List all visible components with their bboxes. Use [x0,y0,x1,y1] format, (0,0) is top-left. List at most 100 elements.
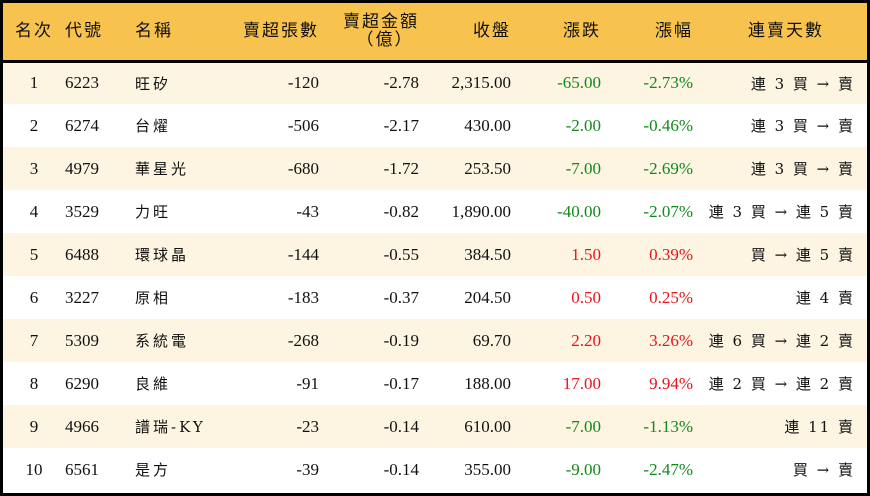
cell-change-pct: -2.47% [643,459,693,479]
table-row[interactable]: 5 6488 環球晶 -144 -0.55 384.50 1.50 0.39% … [3,233,867,276]
cell-name[interactable]: 力旺 [135,203,172,221]
header-change[interactable]: 漲跌 [523,3,613,63]
cell-rank: 2 [29,115,39,135]
cell-rank: 3 [29,158,39,178]
cell-streak: 連 3 買 → 賣 [750,160,855,178]
cell-change: -9.00 [565,459,601,479]
cell-net-sell-lots: -506 [287,115,319,135]
cell-name[interactable]: 旺矽 [135,74,172,93]
cell-close: 1,890.00 [451,201,512,221]
table-row[interactable]: 2 6274 台燿 -506 -2.17 430.00 -2.00 -0.46%… [3,104,867,147]
cell-name[interactable]: 台燿 [135,117,172,135]
header-rank[interactable]: 名次 [3,3,65,63]
cell-code[interactable]: 3529 [65,201,99,221]
table-row[interactable]: 10 6561 是方 -39 -0.14 355.00 -9.00 -2.47%… [3,448,867,491]
cell-close: 430.00 [464,115,511,135]
cell-net-sell-lots: -43 [296,201,319,221]
cell-net-sell-amount: -2.17 [383,115,419,135]
table-header-row: 名次 代號 名稱 賣超張數 賣超金額 （億） 收盤 漲跌 漲幅 連賣天數 [3,3,867,63]
table-row[interactable]: 9 4966 譜瑞-KY -23 -0.14 610.00 -7.00 -1.1… [3,405,867,448]
cell-net-sell-amount: -0.19 [383,330,419,350]
cell-streak: 連 3 買 → 賣 [750,117,855,135]
cell-net-sell-lots: -144 [287,244,319,264]
cell-change: 17.00 [562,373,601,393]
cell-name[interactable]: 華星光 [135,160,190,178]
cell-close: 188.00 [464,373,511,393]
cell-code[interactable]: 6223 [65,73,99,93]
cell-change-pct: -2.07% [643,201,693,221]
cell-close: 2,315.00 [451,73,512,93]
cell-change-pct: -0.46% [643,115,693,135]
cell-change: -7.00 [565,158,601,178]
header-streak[interactable]: 連賣天數 [705,3,867,63]
cell-streak: 連 3 買 → 賣 [750,74,855,93]
table-row[interactable]: 1 6223 旺矽 -120 -2.78 2,315.00 -65.00 -2.… [3,61,867,104]
header-net-sell-lots[interactable]: 賣超張數 [225,3,331,63]
cell-rank: 4 [29,201,39,221]
cell-net-sell-lots: -39 [296,459,319,479]
header-name[interactable]: 名稱 [135,3,225,63]
cell-net-sell-lots: -680 [287,158,319,178]
cell-rank: 8 [29,373,39,393]
cell-rank: 7 [29,330,39,350]
cell-change: -40.00 [557,201,601,221]
cell-change: -65.00 [557,73,601,93]
cell-close: 355.00 [464,459,511,479]
cell-rank: 6 [29,287,39,307]
cell-net-sell-amount: -0.14 [383,459,419,479]
table-row[interactable]: 3 4979 華星光 -680 -1.72 253.50 -7.00 -2.69… [3,147,867,190]
cell-net-sell-amount: -0.14 [383,416,419,436]
cell-streak: 連 3 買 → 連 5 賣 [708,203,855,221]
cell-name[interactable]: 原相 [135,289,172,307]
cell-change-pct: -1.13% [643,416,693,436]
cell-close: 384.50 [464,244,511,264]
cell-net-sell-lots: -268 [287,330,319,350]
cell-change-pct: -2.73% [643,73,693,93]
cell-code[interactable]: 5309 [65,330,99,350]
cell-name[interactable]: 環球晶 [135,246,190,264]
cell-close: 204.50 [464,287,511,307]
cell-streak: 連 2 買 → 連 2 賣 [708,375,855,393]
cell-streak: 買 → 賣 [792,461,855,479]
header-net-sell-amount-line2: （億） [356,30,414,51]
cell-close: 610.00 [464,416,511,436]
cell-net-sell-amount: -0.17 [383,373,419,393]
cell-code[interactable]: 6488 [65,244,99,264]
header-change-pct[interactable]: 漲幅 [613,3,705,63]
cell-change: 0.50 [571,287,601,307]
cell-streak: 買 → 連 5 賣 [750,246,855,264]
cell-net-sell-lots: -91 [296,373,319,393]
header-net-sell-amount-line1: 賣超金額 [343,12,419,33]
cell-streak: 連 4 賣 [795,289,855,307]
cell-net-sell-lots: -23 [296,416,319,436]
net-sell-ranking-table: 名次 代號 名稱 賣超張數 賣超金額 （億） 收盤 漲跌 漲幅 連賣天數 1 6… [3,3,867,491]
header-net-sell-amount[interactable]: 賣超金額 （億） [331,3,431,63]
cell-change-pct: -2.69% [643,158,693,178]
cell-code[interactable]: 4966 [65,416,99,436]
cell-code[interactable]: 6274 [65,115,99,135]
cell-net-sell-amount: -0.37 [383,287,419,307]
cell-rank: 5 [29,244,39,264]
cell-name[interactable]: 是方 [135,461,172,479]
cell-rank: 1 [29,73,39,93]
cell-name[interactable]: 系統電 [135,332,190,350]
cell-code[interactable]: 3227 [65,287,99,307]
cell-change-pct: 9.94% [649,373,693,393]
cell-code[interactable]: 6290 [65,373,99,393]
cell-code[interactable]: 6561 [65,459,99,479]
cell-rank: 10 [25,459,43,479]
table-row[interactable]: 4 3529 力旺 -43 -0.82 1,890.00 -40.00 -2.0… [3,190,867,233]
cell-change: 2.20 [571,330,601,350]
cell-change-pct: 3.26% [649,330,693,350]
table-row[interactable]: 8 6290 良維 -91 -0.17 188.00 17.00 9.94% 連… [3,362,867,405]
table-row[interactable]: 6 3227 原相 -183 -0.37 204.50 0.50 0.25% 連… [3,276,867,319]
table-row[interactable]: 7 5309 系統電 -268 -0.19 69.70 2.20 3.26% 連… [3,319,867,362]
cell-name[interactable]: 譜瑞-KY [135,418,206,436]
cell-rank: 9 [29,416,39,436]
header-close[interactable]: 收盤 [431,3,523,63]
cell-code[interactable]: 4979 [65,158,99,178]
header-code[interactable]: 代號 [65,3,135,63]
cell-change-pct: 0.39% [649,244,693,264]
cell-name[interactable]: 良維 [135,375,172,393]
cell-net-sell-lots: -120 [287,73,319,93]
